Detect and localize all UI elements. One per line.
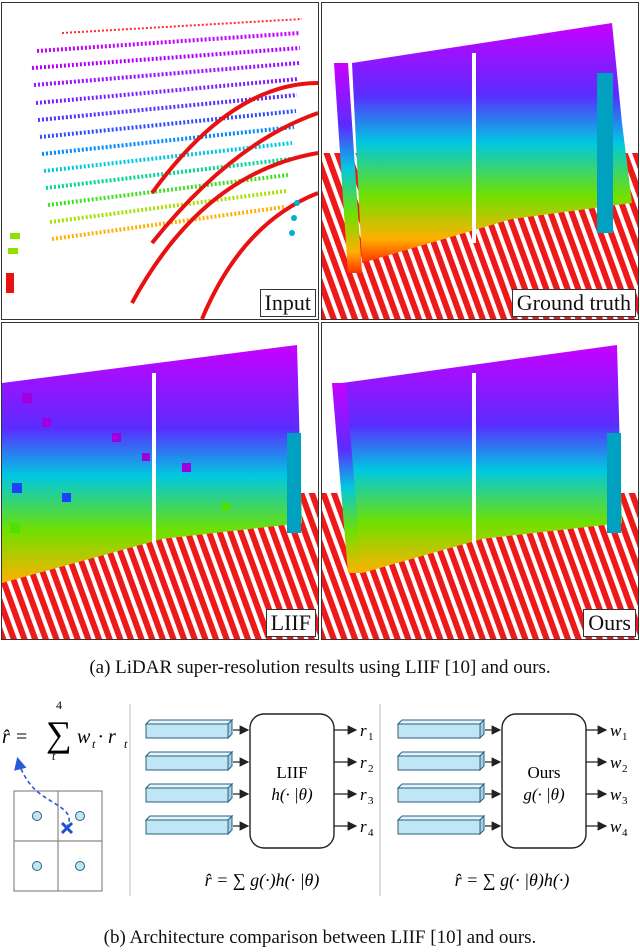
ours-name: Ours — [527, 763, 560, 782]
query-cross-icon — [60, 821, 74, 835]
liif-output: r — [360, 753, 367, 772]
grid-dot — [32, 811, 85, 871]
formula-dot-sub: t — [124, 737, 128, 751]
caption-b: (b) Architecture comparison between LIIF… — [103, 927, 537, 948]
feature-vector — [144, 750, 234, 772]
feature-vector — [144, 814, 234, 836]
ours-output: w — [610, 817, 622, 836]
ours-box — [501, 713, 587, 849]
input-label: Input — [259, 289, 316, 317]
sum-bottom: t — [52, 749, 56, 763]
ground-truth-panel: Ground truth — [321, 2, 639, 320]
formula-lhs: r̂ = — [2, 726, 28, 748]
ours-label: Ours — [583, 609, 636, 637]
ours-output-sub: 2 — [622, 763, 628, 775]
ours-output: w — [610, 753, 622, 772]
liif-point-cloud — [2, 345, 318, 639]
feature-vector — [144, 782, 234, 804]
formula-dot: · r — [98, 726, 116, 748]
ours-formula: r̂ = ∑ g(· |θ)h(·) — [455, 870, 570, 891]
ground-truth-point-cloud — [322, 23, 638, 319]
caption-a: (a) LiDAR super-resolution results using… — [89, 657, 551, 678]
liif-name: LIIF — [276, 763, 307, 782]
sum-symbol: ∑ — [46, 714, 72, 754]
liif-func: h(· |θ) — [271, 785, 313, 804]
feature-vector — [144, 718, 234, 740]
ours-func: g(· |θ) — [523, 785, 565, 804]
feature-vector — [396, 718, 486, 740]
liif-output-sub: 3 — [368, 795, 374, 807]
sum-top: 4 — [56, 698, 62, 712]
liif-output-sub: 1 — [368, 731, 374, 743]
liif-output-sub: 2 — [368, 763, 374, 775]
liif-output: r — [360, 785, 367, 804]
feature-vector — [396, 750, 486, 772]
ours-point-cloud — [322, 345, 638, 639]
feature-vectors — [396, 718, 486, 836]
ours-output-sub: 1 — [622, 731, 628, 743]
feature-vector — [396, 814, 486, 836]
ours-output: w — [610, 785, 622, 804]
ours-output-sub: 3 — [622, 795, 628, 807]
formula-body: w — [77, 726, 91, 748]
ours-panel: Ours — [321, 322, 639, 640]
liif-panel: LIIF — [1, 322, 319, 640]
formula-body-sub: t — [92, 737, 96, 751]
liif-output-sub: 4 — [368, 827, 374, 839]
dashed-arrow — [14, 756, 70, 829]
liif-formula: r̂ = ∑ g(·)h(· |θ) — [205, 870, 320, 891]
liif-output: r — [360, 721, 367, 740]
liif-box — [249, 713, 335, 849]
weighted-sum-formula: r̂ = ∑ 4 t w t · r t — [2, 698, 128, 763]
pixel-grid — [13, 756, 103, 892]
input-panel: Input — [1, 2, 319, 320]
ground-truth-label: Ground truth — [511, 289, 636, 317]
feature-vector — [396, 782, 486, 804]
feature-vectors — [144, 718, 234, 836]
architecture-diagram: r̂ = ∑ 4 t w t · r t — [2, 698, 628, 896]
input-point-cloud — [6, 18, 318, 319]
ours-output: w — [610, 721, 622, 740]
liif-label: LIIF — [265, 609, 316, 637]
ours-output-sub: 4 — [622, 827, 628, 839]
liif-output: r — [360, 817, 367, 836]
